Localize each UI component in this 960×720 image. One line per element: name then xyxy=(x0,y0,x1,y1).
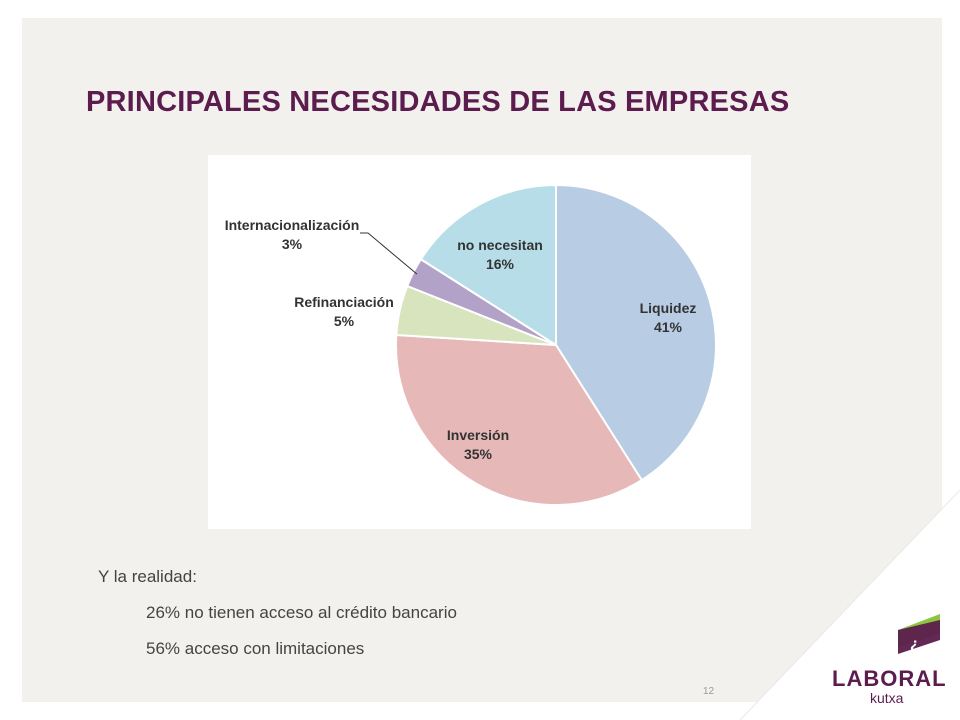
body-text: Y la realidad: 26% no tienen acceso al c… xyxy=(98,567,457,675)
logo-sub: kutxa xyxy=(870,690,904,706)
logo-mark-icon: ¿ xyxy=(898,614,940,654)
slice-value-label: 16% xyxy=(486,256,515,272)
slice-value-label: 5% xyxy=(334,313,355,329)
slice-label: Refinanciación xyxy=(294,294,394,310)
slice-label: Internacionalización xyxy=(225,217,360,233)
pie-slice-no-necesitan xyxy=(419,183,557,347)
leader-line xyxy=(360,232,418,275)
pie-slice-inversi-n xyxy=(395,333,644,506)
slice-value-label: 35% xyxy=(464,446,493,462)
slice-label: no necesitan xyxy=(457,237,543,253)
point-limited-access: 56% acceso con limitaciones xyxy=(146,639,365,658)
page-title: PRINCIPALES NECESIDADES DE LAS EMPRESAS xyxy=(86,86,790,118)
slice-value-label: 41% xyxy=(654,319,683,335)
svg-text:¿: ¿ xyxy=(910,636,920,653)
point-credit-access: 26% no tienen acceso al crédito bancario xyxy=(146,603,457,622)
page-number: 12 xyxy=(703,686,715,697)
corner-decoration xyxy=(740,490,960,720)
pie-chart: Liquidez 41% Inversión 35% Refinanciación 5% I… xyxy=(208,155,751,529)
pie-chart-svg: Liquidez 41% Inversión 35% Refinanciación 5% I… xyxy=(225,183,717,506)
slice-value-label: 3% xyxy=(282,236,303,252)
logo-name: LABORAL xyxy=(832,666,947,691)
slice-label: Liquidez xyxy=(640,300,697,316)
slice-label: Inversión xyxy=(447,427,509,443)
laboral-kutxa-logo: ¿ LABORAL kutxa xyxy=(830,614,947,706)
intro-text: Y la realidad: xyxy=(98,567,197,586)
